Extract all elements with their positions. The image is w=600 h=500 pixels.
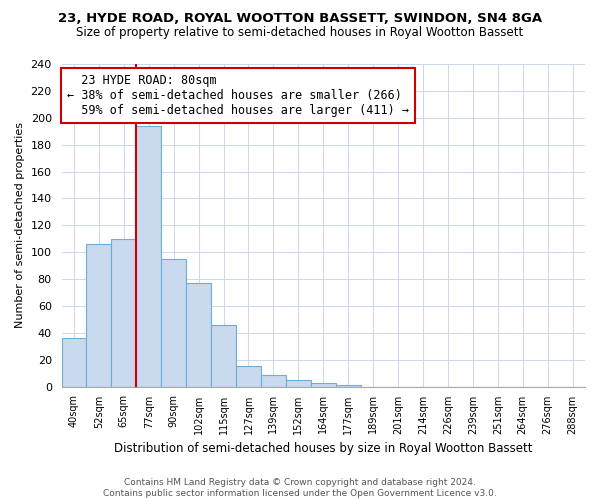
Y-axis label: Number of semi-detached properties: Number of semi-detached properties [15,122,25,328]
Bar [86,244,112,386]
Bar [62,338,86,386]
Bar [161,259,186,386]
Bar [136,126,161,386]
Text: 23, HYDE ROAD, ROYAL WOOTTON BASSETT, SWINDON, SN4 8GA: 23, HYDE ROAD, ROYAL WOOTTON BASSETT, SW… [58,12,542,26]
Text: Size of property relative to semi-detached houses in Royal Wootton Bassett: Size of property relative to semi-detach… [76,26,524,39]
Bar [311,382,336,386]
Text: 23 HYDE ROAD: 80sqm
← 38% of semi-detached houses are smaller (266)
  59% of sem: 23 HYDE ROAD: 80sqm ← 38% of semi-detach… [67,74,409,116]
Bar [286,380,311,386]
Bar [261,374,286,386]
Text: Contains HM Land Registry data © Crown copyright and database right 2024.
Contai: Contains HM Land Registry data © Crown c… [103,478,497,498]
Bar [236,366,261,386]
Bar [186,283,211,387]
Bar [112,239,136,386]
X-axis label: Distribution of semi-detached houses by size in Royal Wootton Bassett: Distribution of semi-detached houses by … [114,442,533,455]
Bar [211,325,236,386]
